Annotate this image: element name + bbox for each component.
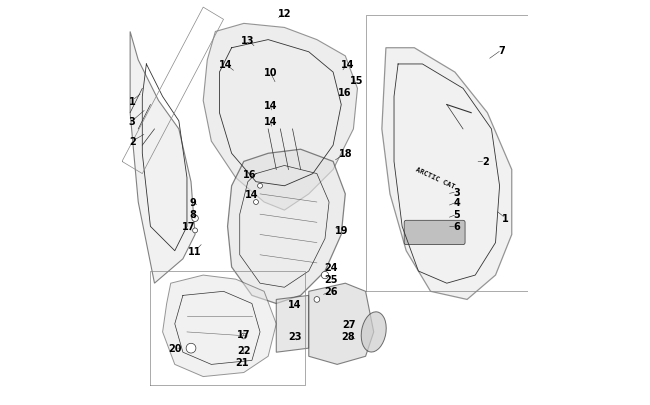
Text: ARCTIC CAT: ARCTIC CAT xyxy=(414,166,455,190)
Text: 19: 19 xyxy=(335,226,348,236)
Polygon shape xyxy=(309,284,374,364)
Text: 15: 15 xyxy=(350,76,363,86)
Text: 9: 9 xyxy=(190,198,196,207)
Text: 22: 22 xyxy=(237,345,250,355)
Polygon shape xyxy=(382,49,512,300)
FancyBboxPatch shape xyxy=(404,221,465,245)
Text: 7: 7 xyxy=(499,46,505,55)
Polygon shape xyxy=(162,275,276,377)
Circle shape xyxy=(254,200,259,205)
Text: 11: 11 xyxy=(188,246,202,256)
Circle shape xyxy=(321,272,329,279)
Text: 1: 1 xyxy=(502,214,509,224)
Text: 14: 14 xyxy=(263,117,277,126)
Text: 3: 3 xyxy=(454,188,460,197)
Text: 27: 27 xyxy=(342,319,356,329)
Circle shape xyxy=(314,297,320,303)
Text: 14: 14 xyxy=(341,60,354,70)
Circle shape xyxy=(257,184,263,189)
Text: 2: 2 xyxy=(129,137,136,147)
Text: 5: 5 xyxy=(454,210,460,220)
Text: 14: 14 xyxy=(288,299,302,309)
Text: 2: 2 xyxy=(482,157,489,167)
Text: 16: 16 xyxy=(338,88,351,98)
Text: 4: 4 xyxy=(454,198,460,207)
Text: 17: 17 xyxy=(182,222,196,232)
Polygon shape xyxy=(203,24,358,211)
Text: 28: 28 xyxy=(342,331,356,341)
Text: 10: 10 xyxy=(263,68,277,78)
Polygon shape xyxy=(276,296,309,352)
Circle shape xyxy=(241,333,246,339)
Text: 14: 14 xyxy=(263,100,277,110)
Text: 14: 14 xyxy=(219,60,232,70)
Circle shape xyxy=(192,228,198,233)
Text: 18: 18 xyxy=(339,149,352,159)
Text: 16: 16 xyxy=(243,169,257,179)
Text: 1: 1 xyxy=(129,96,136,106)
Text: 13: 13 xyxy=(241,36,255,45)
Text: 8: 8 xyxy=(190,210,196,220)
Text: 12: 12 xyxy=(278,9,291,19)
Text: 17: 17 xyxy=(237,329,250,339)
Text: 14: 14 xyxy=(245,190,259,199)
Text: 25: 25 xyxy=(324,275,338,284)
Text: 26: 26 xyxy=(324,287,338,296)
Ellipse shape xyxy=(361,312,386,352)
Polygon shape xyxy=(227,150,345,304)
Circle shape xyxy=(192,215,198,222)
Text: 6: 6 xyxy=(454,222,460,232)
Text: 24: 24 xyxy=(324,262,338,272)
Text: 23: 23 xyxy=(288,331,302,341)
Text: 20: 20 xyxy=(168,343,181,353)
Text: 3: 3 xyxy=(129,117,136,126)
Circle shape xyxy=(186,343,196,353)
Text: 21: 21 xyxy=(235,358,248,367)
Polygon shape xyxy=(130,32,195,284)
